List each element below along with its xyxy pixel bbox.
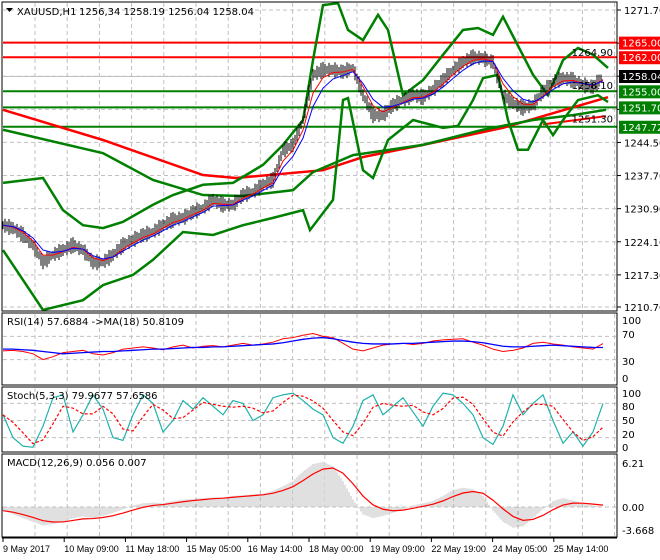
level-tag-bg [619,85,660,99]
price-tick-label: 1271.70 [624,6,660,17]
stoch-tick-label: 80 [622,402,635,413]
price-level-tags: 1265.00 1262.00 1255.00 1251.70 1247.72 [619,36,660,134]
rsi-plot: 100 70 30 0 [2,316,641,385]
chart-symbol: XAUUSD,H1 [17,7,76,18]
rsi-tick-label: 30 [622,357,635,368]
time-tick-label: 25 May 14:00 [554,544,609,554]
level-tag: 1247.72 [622,123,660,134]
level-tag: 1265.00 [622,39,660,50]
macd-tick-label: 6.21 [622,459,644,470]
price-plot[interactable] [1,1,617,312]
stoch-tick-label: 0 [622,443,628,454]
bollinger-lower-line [1,73,609,312]
price-tick-label: 1244.50 [624,138,660,149]
chart-ohlc: 1256,34 1258.19 1256.04 1258.04 [79,7,254,18]
price-tick-label: 1258.10 [572,81,613,92]
fast-ma-red-line [2,58,604,262]
level-tag-bg [619,36,660,50]
time-tick-label: 18 May 00:00 [309,544,364,554]
level-tag: 1262.00 [622,53,660,64]
chart-menu-triangle-icon[interactable] [6,8,13,12]
stoch-panel-border [1,386,618,453]
rsi-label: RSI(14) 57.6884 ->MA(18) 50.8109 [7,317,184,328]
macd-tick-label: -3.668 [622,526,654,537]
price-tick-label: 1230.90 [624,205,660,216]
macd-panel-border [1,453,618,538]
macd-label: MACD(12,26,9) 0.056 0.007 [7,458,147,469]
level-tag: 1255.00 [622,87,660,98]
slow-ma-green-line [2,108,607,198]
level-tag: 1251.70 [622,103,660,114]
price-tick-label: 1251.30 [572,114,613,125]
rsi-line [2,332,604,361]
price-tick-label: 1264.90 [572,48,613,59]
rsi-tick-label: 100 [622,316,641,327]
stoch-tick-label: 50 [622,416,635,427]
time-tick-label: 15 May 05:00 [187,544,242,554]
macd-tick-label: 0.00 [622,503,644,514]
level-tag-bg [619,51,660,65]
current-price-tag: 1258.04 [622,72,660,83]
fast-ma-blue-line [2,60,604,260]
time-tick-label: 22 May 19:00 [431,544,486,554]
time-tick-label: 19 May 09:00 [370,544,425,554]
macd-plot: 6.21 0.00 -3.668 [2,459,654,537]
stoch-d-line [2,394,604,445]
rsi-ma-line [3,336,604,355]
stoch-tick-label: 100 [622,389,641,400]
time-axis: 9 May 2017 10 May 09:00 11 May 18:00 15 May… [2,538,609,554]
price-axis: 1271.70 1264.90 1258.10 1251.30 1244.50 1237.… [572,6,660,314]
ma-red-line-2 [542,115,607,126]
level-tag-bg [619,101,660,115]
rsi-tick-label: 0 [622,374,628,385]
level-tag-bg [619,120,660,134]
rsi-panel-border [1,312,618,386]
time-tick-label: 16 May 14:00 [248,544,303,554]
price-tick-label: 1217.30 [624,271,660,282]
stoch-label: Stoch(5,3,3) 79.9677 57.6586 [7,391,158,402]
time-tick-label: 24 May 05:00 [493,544,548,554]
time-tick-label: 9 May 2017 [3,544,50,554]
price-tick-label: 1210.70 [624,303,660,314]
macd-signal-line [2,467,604,523]
bollinger-upper-line [2,1,609,230]
price-tick-label: 1224.10 [624,238,660,249]
price-tick-label: 1237.70 [624,172,660,183]
stoch-tick-label: 20 [622,430,635,441]
rsi-tick-label: 70 [622,330,635,341]
current-price-tag-bg [619,70,660,83]
stoch-k-line [2,392,604,448]
time-tick-label: 10 May 09:00 [64,544,119,554]
time-tick-label: 11 May 18:00 [125,544,179,554]
main-panel-border [1,1,618,312]
stoch-plot: 100 80 50 20 0 [2,389,641,454]
